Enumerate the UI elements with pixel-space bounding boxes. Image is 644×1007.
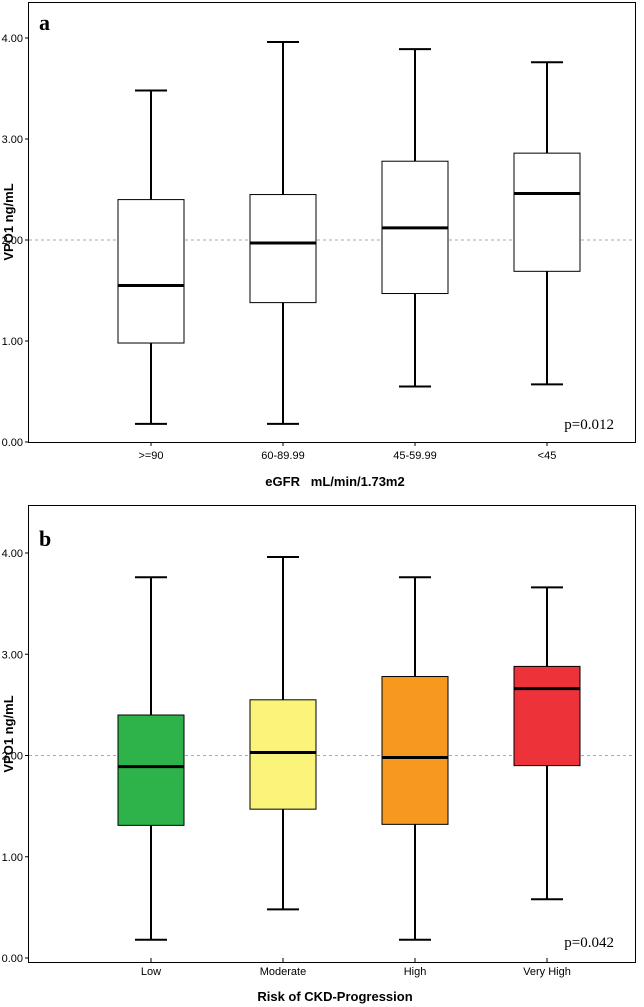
y-tick-label: 1.00 <box>2 852 23 864</box>
x-tick-label: <45 <box>538 450 557 462</box>
panel-a-x-axis-title: eGFR mL/min/1.73m2 <box>265 474 404 489</box>
iqr-box <box>249 699 317 810</box>
panel-a-frame <box>28 2 636 443</box>
y-tick-label: 4.00 <box>2 548 23 560</box>
iqr-box <box>513 152 581 272</box>
panel-b-frame <box>28 505 636 963</box>
box-high <box>381 576 449 941</box>
y-tick-label: 0.00 <box>2 953 23 965</box>
y-tick-label: 3.00 <box>2 134 23 146</box>
box-low <box>117 576 185 941</box>
y-tick-label: 1.00 <box>2 336 23 348</box>
y-tick-label: 0.00 <box>2 437 23 449</box>
box-moderate <box>249 556 317 911</box>
iqr-box <box>117 714 185 826</box>
iqr-box <box>381 676 449 825</box>
panel-b-plot: 0.00 1.00 2.00 3.00 4.00 Low Moderate High Very … <box>2 548 635 978</box>
x-tick-label: 60-89.99 <box>261 450 304 462</box>
x-tick-label: Very High <box>523 966 571 978</box>
box--45 <box>513 61 581 386</box>
panel-b-p-value: p=0.042 <box>564 935 614 951</box>
iqr-box <box>117 199 185 344</box>
x-tick-label: Low <box>141 966 161 978</box>
iqr-box <box>513 665 581 767</box>
y-tick-label: 4.00 <box>2 33 23 45</box>
x-tick-label: >=90 <box>138 450 163 462</box>
iqr-box <box>249 194 317 304</box>
panel-a-letter: a <box>39 10 50 35</box>
box-60-89-99 <box>249 41 317 425</box>
panel-b-y-axis-title: VPO1 ng/mL <box>1 695 16 772</box>
panel-b-letter: b <box>39 526 51 551</box>
box--90 <box>117 89 185 425</box>
panel-a-p-value: p=0.012 <box>564 417 614 433</box>
panel-a-plot: 0.00 1.00 2.00 3.00 4.00 >=90 60-89.99 45-59.99… <box>2 33 635 462</box>
x-tick-label: 45-59.99 <box>393 450 436 462</box>
panel-a-y-axis-title: VPO1 ng/mL <box>1 183 16 260</box>
panel-b: b p=0.042 VPO1 ng/mL Risk of CKD-Progres… <box>1 505 636 1004</box>
y-tick-label: 3.00 <box>2 649 23 661</box>
x-tick-label: High <box>404 966 427 978</box>
y-tick-label: 2.00 <box>2 751 23 763</box>
box-very-high <box>513 586 581 901</box>
x-tick-label: Moderate <box>260 966 306 978</box>
panel-a: a p=0.012 VPO1 ng/mL eGFR mL/min/1.73m2 … <box>1 2 636 489</box>
box-45-59-99 <box>381 48 449 388</box>
panel-b-x-axis-title: Risk of CKD-Progression <box>257 989 412 1004</box>
y-tick-label: 2.00 <box>2 235 23 247</box>
